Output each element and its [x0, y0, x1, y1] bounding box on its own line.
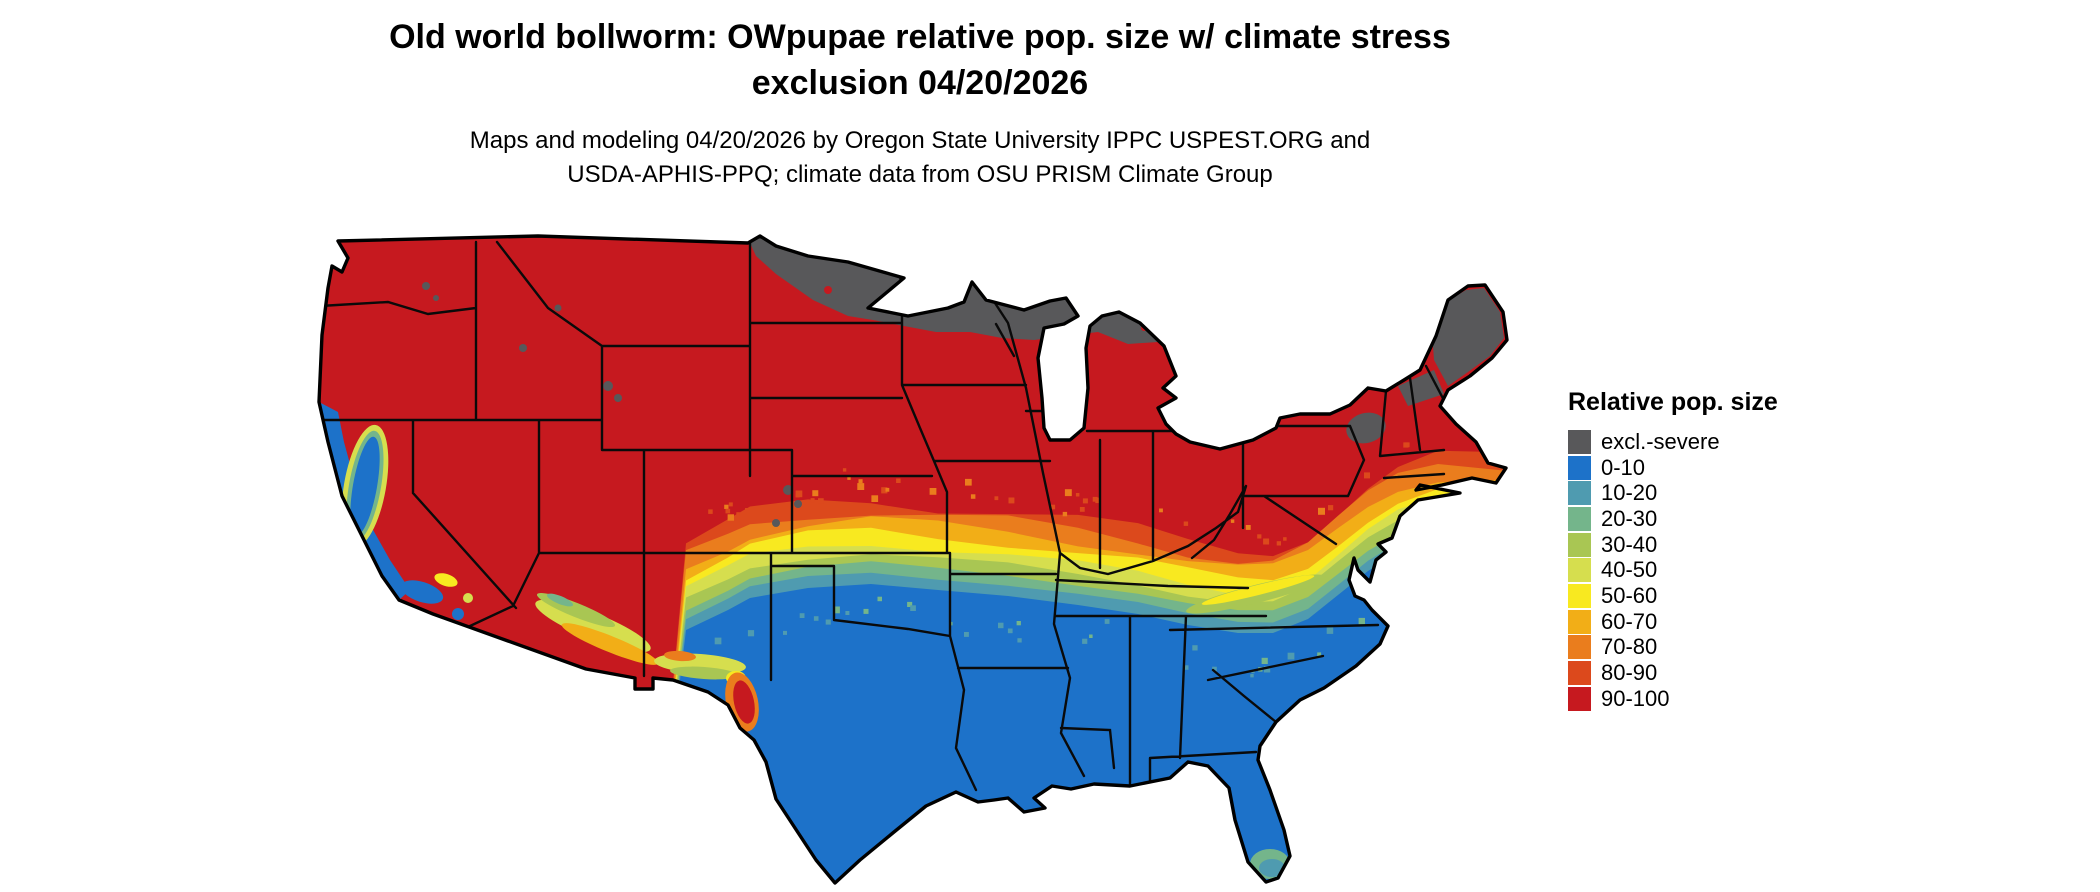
legend-label: 20-30: [1601, 505, 1658, 531]
pop-size-gradient-bands: [648, 450, 1507, 883]
legend-item-60-70: 60-70: [1568, 609, 1778, 635]
legend-title: Relative pop. size: [1568, 388, 1778, 416]
legend-label: 70-80: [1601, 634, 1658, 660]
legend-swatch: [1568, 609, 1591, 634]
legend-label: 0-10: [1601, 454, 1646, 480]
legend-item-70-80: 70-80: [1568, 635, 1778, 661]
us-map-container: [308, 228, 1528, 888]
state-borders: [319, 240, 1450, 792]
appalachian-ridge-band: [1186, 574, 1326, 614]
legend-swatch: [1568, 558, 1591, 583]
legend-label: 30-40: [1601, 531, 1658, 557]
chart-title: Old world bollworm: OWpupae relative pop…: [270, 14, 1570, 106]
legend-item-40-50: 40-50: [1568, 557, 1778, 583]
chart-subtitle: Maps and modeling 04/20/2026 by Oregon S…: [270, 124, 1570, 192]
legend-label: 50-60: [1601, 582, 1658, 608]
legend-item-90-100: 90-100: [1568, 686, 1778, 712]
legend-label: 60-70: [1601, 608, 1658, 634]
legend-item-excl.-severe: excl.-severe: [1568, 429, 1778, 455]
legend-item-50-60: 50-60: [1568, 583, 1778, 609]
legend-swatch: [1568, 583, 1591, 608]
us-outline: [317, 234, 1509, 885]
legend-item-80-90: 80-90: [1568, 660, 1778, 686]
map-legend: Relative pop. size excl.-severe 0-10 10-20…: [1568, 388, 1778, 712]
legend-item-20-30: 20-30: [1568, 506, 1778, 532]
legend-swatch: [1568, 455, 1591, 480]
chart-title-line2: exclusion 04/20/2026: [751, 64, 1089, 102]
legend-item-0-10: 0-10: [1568, 455, 1778, 481]
chart-subtitle-line2: USDA-APHIS-PPQ; climate data from OSU PR…: [567, 161, 1273, 188]
legend-item-10-20: 10-20: [1568, 480, 1778, 506]
legend-swatch: [1568, 532, 1591, 557]
southwest-transition-mottle: [535, 592, 759, 732]
legend-swatch: [1568, 429, 1591, 454]
legend-label: 40-50: [1601, 557, 1658, 583]
legend-swatch: [1568, 635, 1591, 660]
legend-label: 10-20: [1601, 480, 1658, 506]
legend-swatch: [1568, 506, 1591, 531]
legend-item-30-40: 30-40: [1568, 532, 1778, 558]
legend-swatch: [1568, 661, 1591, 686]
legend-label: 80-90: [1601, 660, 1658, 686]
legend-swatch: [1568, 481, 1591, 506]
legend-items: excl.-severe 0-10 10-20 20-30 30-40 40-50 50-6…: [1568, 429, 1778, 712]
legend-label: excl.-severe: [1601, 428, 1720, 454]
us-map: [317, 234, 1509, 885]
legend-label: 90-100: [1601, 685, 1670, 711]
map-fill-layers: [319, 236, 1507, 883]
legend-swatch: [1568, 686, 1591, 711]
speckle-texture: [708, 442, 1410, 678]
chart-title-line1: Old world bollworm: OWpupae relative pop…: [389, 18, 1451, 56]
chart-subtitle-line1: Maps and modeling 04/20/2026 by Oregon S…: [469, 127, 1371, 154]
